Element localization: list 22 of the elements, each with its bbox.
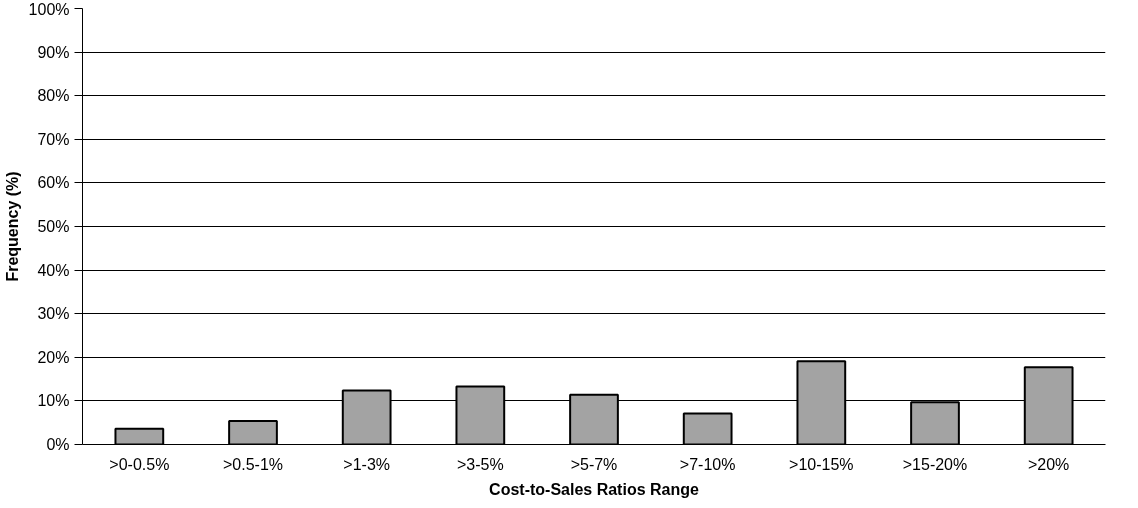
y-tick-label: 70% [37,130,70,148]
x-tick-label: >20% [1027,455,1070,473]
y-tick-label: 50% [37,218,70,235]
x-tick-label: >10-15% [789,455,854,473]
y-tick-label: 100% [28,0,70,18]
x-tick-label: >5-7% [570,455,618,473]
y-tick-label: 0% [46,436,70,453]
x-tick-label: >0.5-1% [222,455,284,473]
y-tick-label: 40% [37,261,70,279]
y-axis-title: Frequency (%) [3,171,21,282]
x-tick-label: >3-5% [456,455,504,473]
y-tick-label: 10% [37,392,70,410]
y-tick-label: 60% [37,174,70,192]
y-tick-label: 80% [37,87,70,105]
x-tick-label: >0-0.5% [109,455,170,473]
x-tick-label: >7-10% [679,455,736,473]
x-tick-label: >1-3% [343,455,391,473]
y-tick-label: 20% [37,348,70,366]
x-axis-title: Cost-to-Sales Ratios Range [489,480,700,498]
y-tick-label: 30% [37,305,70,323]
y-tick-label: 90% [37,43,70,61]
x-tick-label: >15-20% [902,455,968,473]
